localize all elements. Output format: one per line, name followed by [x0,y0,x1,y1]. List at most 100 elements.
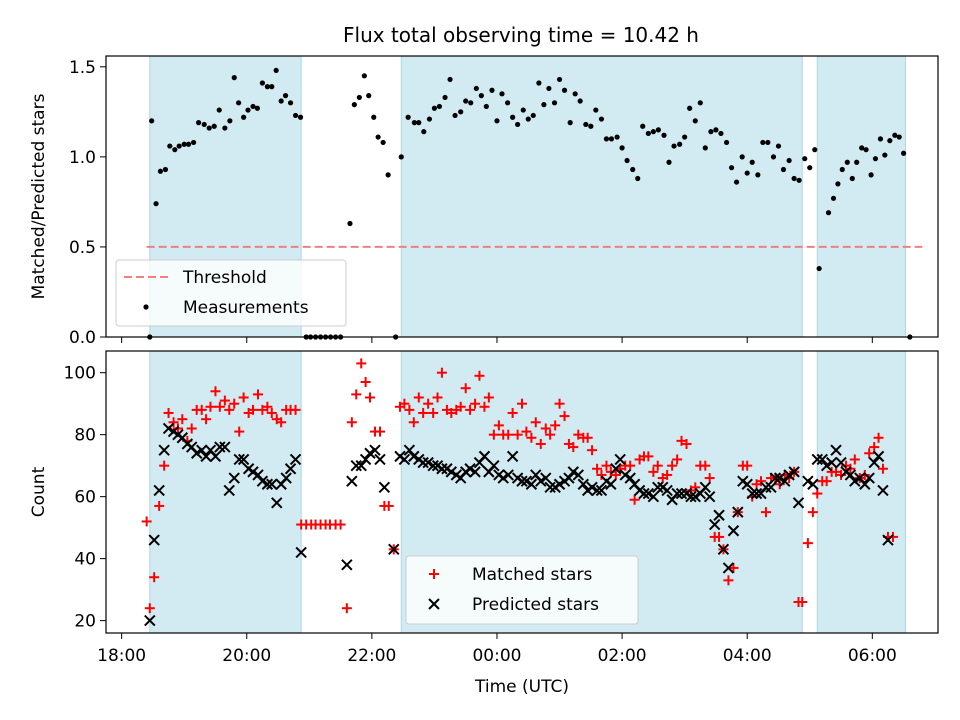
predicted-star-point [214,441,226,453]
measurement-point [442,94,448,101]
count-plot-frame [105,350,939,634]
measurement-point [760,139,766,146]
predicted-star-point [408,450,420,463]
matched-star-point [356,358,367,369]
predicted-star-point [675,487,688,500]
predicted-star-point [237,453,250,466]
x-tick-label: 18:00 [97,646,146,666]
matched-star-point [742,460,753,471]
predicted-star-point [591,484,603,497]
predicted-star-point [261,478,274,490]
measurement-point [195,120,202,126]
measurement-point [863,147,869,153]
measurement-point [375,134,381,140]
measurement-point [687,105,693,111]
measurement-point [603,136,610,142]
matched-star-point [436,367,447,378]
measurement-point [877,136,884,142]
matched-star-point [704,473,715,484]
predicted-star-point [868,456,880,469]
measurement-point [807,165,813,171]
measurement-point [802,156,808,162]
observing-interval-3 [816,55,906,338]
measurement-point [447,76,453,83]
measurement-point [812,147,818,153]
predicted-star-point [835,456,847,469]
measurement-point [269,84,275,90]
measurement-point [765,139,771,146]
measurement-point [882,152,888,158]
predicted-star-point [652,481,664,494]
predicted-star-point [577,478,590,490]
predicted-star-point [271,497,283,509]
predicted-star-point [750,487,763,500]
predicted-star-point [746,487,758,500]
matched-star-point [587,445,598,456]
matched-star-point [253,389,264,400]
ratio-legend: Threshold Measurements [115,259,347,327]
predicted-star-point [779,475,791,487]
measurement-point [356,94,362,101]
measurement-point [583,121,589,128]
matched-star-point [214,401,225,412]
measurement-point [463,98,469,104]
matched-star-point [238,392,249,403]
measurement-point [775,143,782,149]
measurement-point [593,107,599,113]
measurement-point [371,114,377,120]
measurement-point [635,175,641,182]
matched-star-point [629,494,640,505]
measurement-point [868,172,874,178]
predicted-star-point [844,469,857,481]
y-tick-label: 1.5 [69,58,96,78]
measurement-point [614,134,620,140]
predicted-star-point [427,459,439,472]
legend-matched-marker [429,569,439,579]
measurement-point [398,154,404,160]
matched-star-point [568,442,579,453]
matched-star-point [474,370,485,381]
y-tick-label: 60 [74,488,96,508]
predicted-star-point [148,534,160,546]
predicted-star-point [792,497,805,509]
measurement-point [692,118,698,124]
measurement-point [494,118,500,124]
ratio-y-axis-label: Matched/Predicted stars [29,93,49,299]
y-tick-label: 40 [74,550,96,570]
predicted-star-point [703,490,716,503]
matched-star-point [554,398,565,409]
predicted-star-point [488,459,500,472]
measurement-point [421,129,427,135]
measurement-point [723,139,730,146]
measurement-point [185,141,192,147]
x-tick-label: 20:00 [222,646,271,666]
ratio-panel: 0.0 0.5 1.0 1.5 Matched/Predicted stars Thr… [29,55,939,348]
predicted-star-point [464,463,476,475]
measurement-point [536,80,542,86]
measurement-point [541,102,547,108]
predicted-star-point [190,447,203,459]
measurement-point [661,132,667,138]
measurement-point [458,109,464,115]
predicted-star-point [497,472,509,484]
count-y-axis-label: Count [29,466,49,517]
count-legend: Matched stars Predicted stars [405,555,639,625]
measurement-point [278,98,284,104]
matched-star-point [836,469,847,480]
predicted-star-point [882,534,894,546]
predicted-star-point [699,481,711,494]
matched-star-point [479,401,490,412]
predicted-star-point [403,444,416,456]
predicted-star-point [233,453,245,466]
measurement-point [473,85,479,92]
measurement-point [181,141,187,147]
legend-predicted-marker [428,598,440,610]
predicted-stars-scatter [144,422,894,627]
measurement-point [254,105,260,111]
ratio-x-ticks [121,337,873,343]
predicted-star-point [209,450,222,463]
matched-star-point [648,466,659,477]
predicted-star-point [162,422,175,435]
ratio-y-axis: 0.0 0.5 1.0 1.5 [69,58,106,348]
measurement-point [222,125,228,131]
